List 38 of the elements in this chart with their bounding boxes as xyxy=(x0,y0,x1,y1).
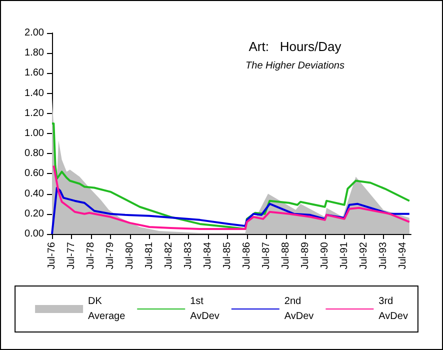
x-tick-label: Jul-91 xyxy=(338,242,350,270)
legend-label: 2nd AvDev xyxy=(284,296,314,322)
x-tick-label: Jul-88 xyxy=(280,242,292,270)
legend-label: 3rd AvDev xyxy=(378,296,408,322)
y-tick-label: 2.00 xyxy=(24,28,44,38)
x-tick-label: Jul-80 xyxy=(124,242,136,270)
x-tick-label: Jul-85 xyxy=(222,242,233,270)
x-tick-label: Jul-82 xyxy=(163,242,174,270)
y-tick-label: 1.60 xyxy=(24,68,44,79)
x-tick-label: Jul-94 xyxy=(397,242,408,270)
x-tick-label: Jul-79 xyxy=(104,242,116,270)
x-tick-label: Jul-76 xyxy=(46,242,58,270)
x-tick-label: Jul-86 xyxy=(241,242,252,270)
x-tick-label: Jul-84 xyxy=(202,242,214,270)
y-tick-label: 0.80 xyxy=(24,148,44,160)
y-tick-label: 0.20 xyxy=(24,208,44,220)
x-tick-label: Jul-83 xyxy=(182,242,194,270)
y-tick-label: 1.20 xyxy=(24,108,44,119)
legend-label: DK Average xyxy=(88,296,126,322)
x-tick-label: Jul-92 xyxy=(358,242,370,270)
x-tick-label: Jul-77 xyxy=(66,242,77,270)
x-tick-label: Jul-90 xyxy=(319,242,330,270)
legend-label: 1st AvDev xyxy=(190,296,220,322)
line-series xyxy=(52,164,410,230)
text: Art: Hours/Day xyxy=(248,39,342,54)
text: The Higher Deviations xyxy=(246,60,344,72)
x-tick-label: Jul-87 xyxy=(260,242,272,270)
x-tick-label: Jul-81 xyxy=(144,242,155,270)
y-tick-label: 0.40 xyxy=(24,188,44,200)
line-series xyxy=(51,122,410,230)
x-tick-label: Jul-93 xyxy=(378,242,389,270)
y-tick-label: 0.00 xyxy=(24,228,44,240)
y-tick-label: 0.60 xyxy=(24,168,44,180)
y-tick-label: 1.40 xyxy=(24,88,44,99)
y-tick-label: 1.80 xyxy=(24,48,44,59)
y-tick-label: 1.00 xyxy=(24,128,44,139)
x-tick-label: Jul-78 xyxy=(85,242,96,270)
x-tick-label: Jul-89 xyxy=(300,242,311,270)
